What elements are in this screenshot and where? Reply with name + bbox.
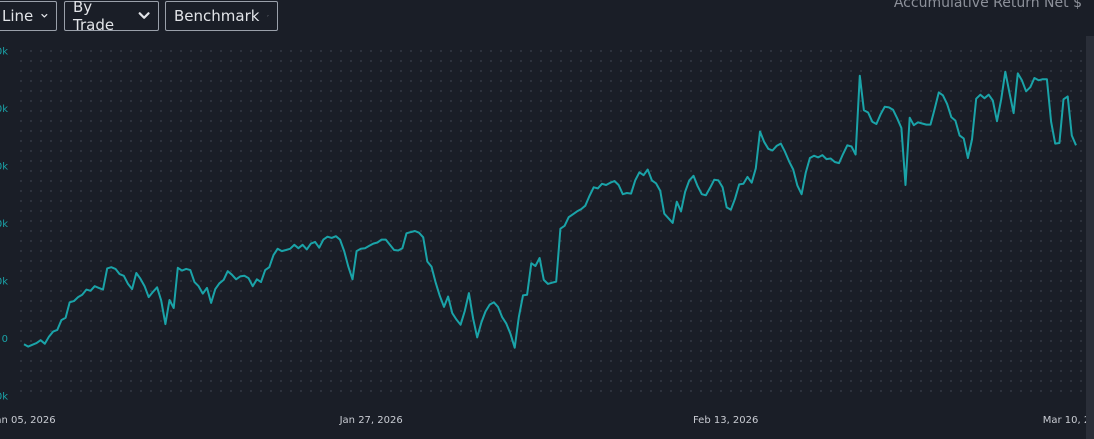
y-tick-label: 0k: [0, 162, 8, 173]
y-tick-label: 0k: [0, 392, 8, 403]
chevron-down-icon: [41, 13, 48, 18]
y-tick-label: 0k: [0, 104, 8, 115]
series-layer: [23, 70, 1077, 349]
x-tick-label: Jan 05, 2026: [0, 415, 56, 426]
y-tick-label: 0: [2, 334, 8, 345]
grouping-dropdown[interactable]: By Trade: [64, 0, 159, 34]
benchmark-label: Benchmark: [174, 7, 260, 25]
y-tick-label: 0k: [0, 47, 8, 58]
x-tick-label: Mar 10, 2026: [1043, 415, 1094, 426]
benchmark-dropdown[interactable]: Benchmark: [165, 1, 278, 31]
plot-grid: [20, 50, 1082, 398]
chevron-down-icon: [138, 12, 150, 19]
series-line: [23, 70, 1077, 349]
x-tick-label: Feb 13, 2026: [693, 415, 758, 426]
chart-title: Accumulative Return Net $: [893, 0, 1082, 11]
vertical-scrollbar[interactable]: [1086, 36, 1094, 439]
chart-type-label: Line: [2, 7, 34, 25]
chevron-down-icon: [267, 15, 269, 17]
y-tick-label: 0k: [0, 277, 8, 288]
x-axis: Jan 05, 2026 Jan 27, 2026 Feb 13, 2026 Mar …: [0, 415, 1094, 426]
y-tick-label: 0k: [0, 219, 8, 230]
grouping-label: By Trade: [73, 0, 115, 34]
chart-type-dropdown[interactable]: Line: [0, 1, 57, 31]
x-tick-label: Jan 27, 2026: [339, 415, 403, 426]
y-axis: 0k 0 0k 0k 0k 0k 0k: [0, 47, 8, 403]
